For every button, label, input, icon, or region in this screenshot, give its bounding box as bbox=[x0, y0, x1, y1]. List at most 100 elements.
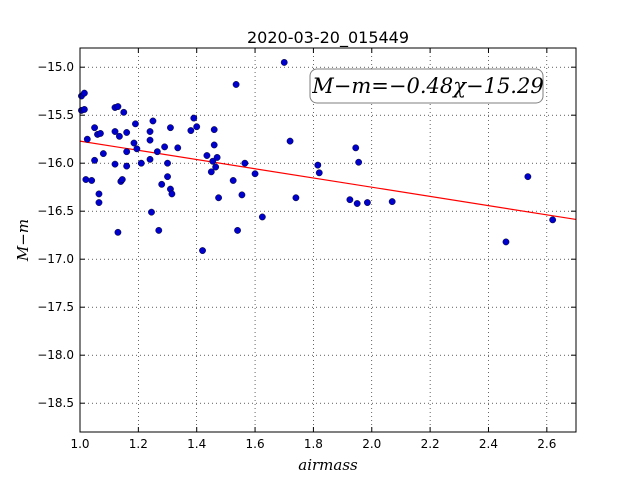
data-point bbox=[315, 169, 323, 177]
x-axis-label: airmass bbox=[298, 456, 358, 474]
data-point bbox=[209, 157, 217, 165]
data-point bbox=[88, 177, 96, 184]
data-point bbox=[158, 180, 166, 188]
data-point bbox=[213, 154, 221, 161]
data-point bbox=[203, 152, 211, 159]
data-point bbox=[133, 145, 141, 153]
data-point bbox=[123, 148, 131, 156]
data-point bbox=[193, 123, 201, 131]
fit-line bbox=[79, 140, 577, 221]
data-point bbox=[388, 198, 396, 206]
fit-line-layer bbox=[79, 140, 577, 221]
data-point bbox=[91, 124, 98, 132]
data-point bbox=[114, 228, 122, 236]
data-point bbox=[91, 156, 98, 164]
y-tick-label: −16.5 bbox=[37, 204, 74, 218]
x-tick-label: 2.6 bbox=[537, 437, 556, 451]
data-point bbox=[148, 208, 155, 216]
data-point bbox=[549, 216, 557, 224]
data-point bbox=[167, 124, 174, 132]
data-point bbox=[210, 126, 218, 134]
x-tick-label: 2.4 bbox=[479, 437, 498, 451]
x-tick-label: 1.0 bbox=[70, 437, 89, 451]
data-point bbox=[168, 190, 176, 198]
data-point bbox=[118, 176, 126, 183]
data-point bbox=[346, 196, 354, 204]
y-tick-label: −17.0 bbox=[37, 252, 74, 266]
data-point bbox=[146, 136, 154, 144]
data-point bbox=[80, 106, 88, 113]
data-point bbox=[161, 143, 169, 151]
x-tick-label: 1.6 bbox=[246, 437, 265, 451]
x-tick-label: 1.2 bbox=[129, 437, 148, 451]
data-point bbox=[123, 129, 131, 136]
x-tick-label: 2.2 bbox=[421, 437, 440, 451]
x-tick-label: 1.4 bbox=[187, 437, 206, 451]
data-point bbox=[353, 200, 361, 207]
axis-ticks: 1.0 1.2 1.4 1.6 1.8 2.0 2.2 2.4 2.6 −15.0 −15.5 −16… bbox=[37, 48, 576, 451]
data-points bbox=[78, 59, 557, 254]
data-point bbox=[251, 170, 259, 178]
data-point bbox=[153, 148, 161, 156]
data-point bbox=[234, 226, 241, 234]
data-point bbox=[111, 160, 119, 168]
data-point bbox=[146, 128, 154, 135]
data-point bbox=[210, 141, 218, 149]
data-point bbox=[95, 190, 103, 198]
chart-title: 2020-03-20_015449 bbox=[247, 28, 409, 48]
data-point bbox=[502, 238, 510, 246]
data-point bbox=[280, 59, 288, 66]
data-point bbox=[83, 135, 91, 143]
plot-area bbox=[79, 47, 577, 433]
data-point bbox=[95, 199, 103, 206]
data-point bbox=[292, 194, 300, 202]
y-tick-label: −18.0 bbox=[37, 348, 74, 362]
data-point bbox=[215, 194, 222, 202]
data-point bbox=[155, 226, 163, 234]
data-point bbox=[258, 213, 266, 221]
y-tick-label: −15.0 bbox=[37, 60, 74, 74]
data-point bbox=[82, 176, 90, 183]
data-point bbox=[363, 199, 371, 206]
y-tick-label: −17.5 bbox=[37, 300, 74, 314]
data-point bbox=[174, 144, 182, 152]
data-point bbox=[524, 173, 532, 181]
data-point bbox=[207, 168, 215, 176]
data-point bbox=[132, 120, 139, 128]
fit-equation-label: M−m=−0.48χ−15.29 bbox=[311, 74, 543, 98]
data-point bbox=[212, 163, 220, 171]
y-tick-label: −15.5 bbox=[37, 108, 74, 122]
data-point bbox=[80, 89, 88, 97]
data-point bbox=[238, 191, 246, 199]
x-tick-label: 1.8 bbox=[304, 437, 323, 451]
data-point bbox=[123, 162, 131, 170]
y-axis-label: M−m bbox=[14, 219, 32, 262]
data-point bbox=[146, 155, 154, 163]
data-point bbox=[314, 161, 322, 169]
data-point bbox=[97, 130, 104, 137]
data-point bbox=[137, 159, 145, 167]
data-point bbox=[120, 108, 128, 116]
data-point bbox=[164, 173, 171, 181]
data-point bbox=[187, 127, 195, 134]
data-point bbox=[199, 247, 206, 254]
y-tick-label: −16.0 bbox=[37, 156, 74, 170]
grid bbox=[79, 48, 576, 432]
data-point bbox=[241, 159, 249, 167]
data-point bbox=[115, 132, 123, 140]
data-point bbox=[114, 103, 122, 110]
data-point bbox=[164, 159, 171, 167]
data-point bbox=[111, 128, 119, 135]
data-point bbox=[99, 150, 107, 158]
x-tick-label: 2.0 bbox=[362, 437, 381, 451]
annotation-box: M−m=−0.48χ−15.29 bbox=[309, 68, 544, 104]
data-point bbox=[130, 139, 138, 147]
data-point bbox=[286, 137, 294, 145]
data-point bbox=[229, 177, 237, 184]
data-point bbox=[355, 158, 363, 166]
data-point bbox=[232, 81, 240, 88]
data-point bbox=[352, 144, 360, 152]
y-tick-label: −18.5 bbox=[37, 396, 74, 410]
data-point bbox=[149, 117, 157, 125]
